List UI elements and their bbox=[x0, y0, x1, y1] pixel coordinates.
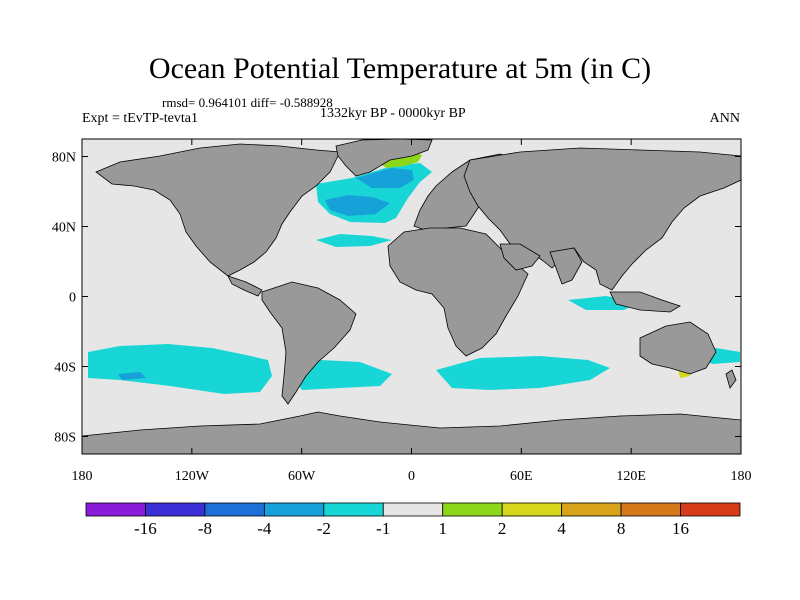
anomaly-layer bbox=[88, 152, 740, 394]
x-tick-label: 180 bbox=[731, 469, 752, 484]
map-title: Ocean Potential Temperature at 5m (in C) bbox=[148, 52, 652, 85]
longitude-axis: 180 120W 60W 0 60E 120E 180 bbox=[72, 139, 752, 484]
colorbar-swatch bbox=[204, 502, 265, 517]
colorbar-label: 8 bbox=[617, 519, 626, 538]
y-tick-label: 80S bbox=[54, 431, 76, 446]
y-tick-label: 0 bbox=[69, 291, 76, 306]
colorbar-swatch bbox=[382, 502, 444, 517]
asia bbox=[463, 147, 741, 291]
south-america bbox=[261, 281, 357, 405]
central-america bbox=[227, 275, 263, 297]
colorbar-label: 16 bbox=[672, 519, 689, 538]
season-label: ANN bbox=[709, 111, 740, 126]
colorbar-label: -1 bbox=[376, 519, 390, 538]
colorbar-swatch bbox=[620, 502, 681, 517]
australia bbox=[639, 321, 717, 375]
period-label: 1332kyr BP - 0000kyr BP bbox=[320, 106, 466, 121]
southern-ocean-indian-anomaly bbox=[436, 356, 610, 390]
south-atlantic-anomaly bbox=[292, 360, 392, 390]
north-america bbox=[95, 143, 341, 277]
statistics-line: rmsd= 0.964101 diff= -0.588928 bbox=[162, 95, 333, 110]
colorbar-swatch bbox=[442, 502, 503, 517]
colorbar-label: -2 bbox=[317, 519, 331, 538]
x-tick-label: 120W bbox=[175, 469, 210, 484]
colorbar-label: 2 bbox=[498, 519, 507, 538]
new-zealand bbox=[725, 369, 737, 389]
colorbar-swatch bbox=[561, 502, 622, 517]
north-atlantic-core-anomaly bbox=[325, 195, 390, 216]
y-tick-label: 40S bbox=[54, 361, 76, 376]
y-tick-label: 40N bbox=[52, 221, 76, 236]
x-tick-label: 120E bbox=[616, 469, 646, 484]
land-layer bbox=[82, 139, 741, 454]
colorbar-swatch bbox=[263, 502, 325, 517]
y-tick-label: 80N bbox=[52, 151, 76, 166]
map-layers bbox=[82, 139, 741, 454]
colorbar-swatch bbox=[501, 502, 563, 517]
x-tick-label: 180 bbox=[72, 469, 93, 484]
colorbar-swatch bbox=[680, 502, 741, 517]
colorbar: -16 -8 -4 -2 -1 1 2 4 8 16 bbox=[85, 502, 741, 538]
africa bbox=[387, 227, 529, 357]
colorbar-label: -4 bbox=[257, 519, 272, 538]
colorbar-label: 4 bbox=[557, 519, 566, 538]
latitude-axis: 80N 40N 0 40S 80S bbox=[52, 151, 741, 446]
colorbar-label: -8 bbox=[198, 519, 212, 538]
experiment-label: Expt = tEvTP-tevta1 bbox=[82, 111, 198, 126]
colorbar-swatch bbox=[85, 502, 146, 517]
x-tick-label: 60E bbox=[510, 469, 533, 484]
x-tick-label: 60W bbox=[288, 469, 316, 484]
greenland-sea-anomaly bbox=[356, 168, 414, 188]
x-tick-label: 0 bbox=[408, 469, 415, 484]
colorbar-label: 1 bbox=[438, 519, 447, 538]
indonesia bbox=[609, 291, 681, 313]
southern-ocean-pacific-anomaly bbox=[88, 344, 272, 394]
southern-ocean-pacific-core-anomaly bbox=[118, 372, 146, 380]
colorbar-swatch bbox=[323, 502, 384, 517]
mid-atlantic-band-anomaly bbox=[316, 234, 392, 247]
antarctica bbox=[82, 411, 741, 454]
colorbar-label: -16 bbox=[134, 519, 157, 538]
colorbar-swatch bbox=[145, 502, 206, 517]
arabian-peninsula bbox=[499, 243, 541, 271]
india bbox=[549, 247, 583, 285]
